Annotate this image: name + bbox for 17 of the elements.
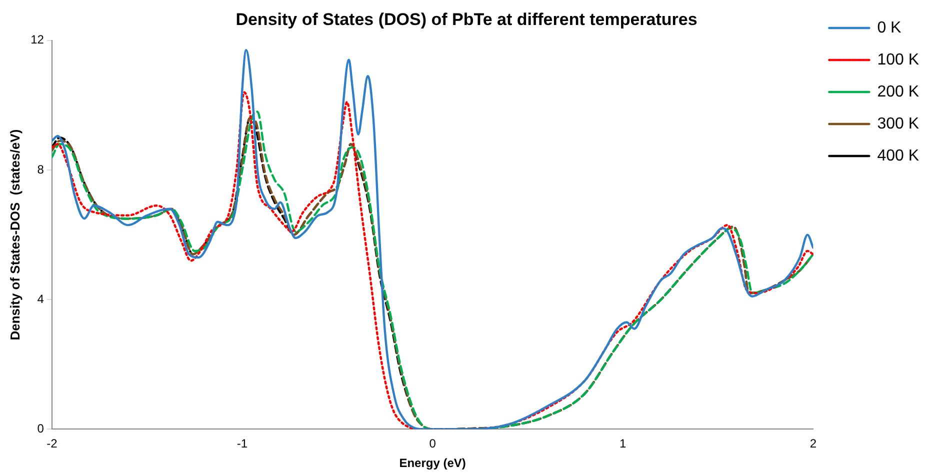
- y-tick-label: 8: [37, 162, 44, 176]
- legend-label: 400 K: [877, 147, 920, 164]
- y-tick-label: 0: [37, 422, 44, 436]
- legend-label: 200 K: [877, 83, 920, 100]
- x-axis-title: Energy (eV): [399, 456, 466, 470]
- x-tick-label: 2: [810, 436, 817, 451]
- legend-label: 100 K: [877, 51, 920, 68]
- y-tick-label: 4: [37, 292, 44, 306]
- y-tick-label: 12: [30, 32, 44, 47]
- legend-label: 0 K: [877, 19, 902, 36]
- x-tick-label: 0: [429, 436, 436, 451]
- x-tick-label: 1: [620, 436, 627, 451]
- y-axis-title: Density of States-DOS (states/eV): [7, 129, 22, 340]
- x-tick-label: -2: [46, 436, 58, 451]
- x-tick-label: -1: [236, 436, 248, 451]
- legend-label: 300 K: [877, 115, 920, 132]
- chart-title: Density of States (DOS) of PbTe at different temperatures: [236, 10, 698, 29]
